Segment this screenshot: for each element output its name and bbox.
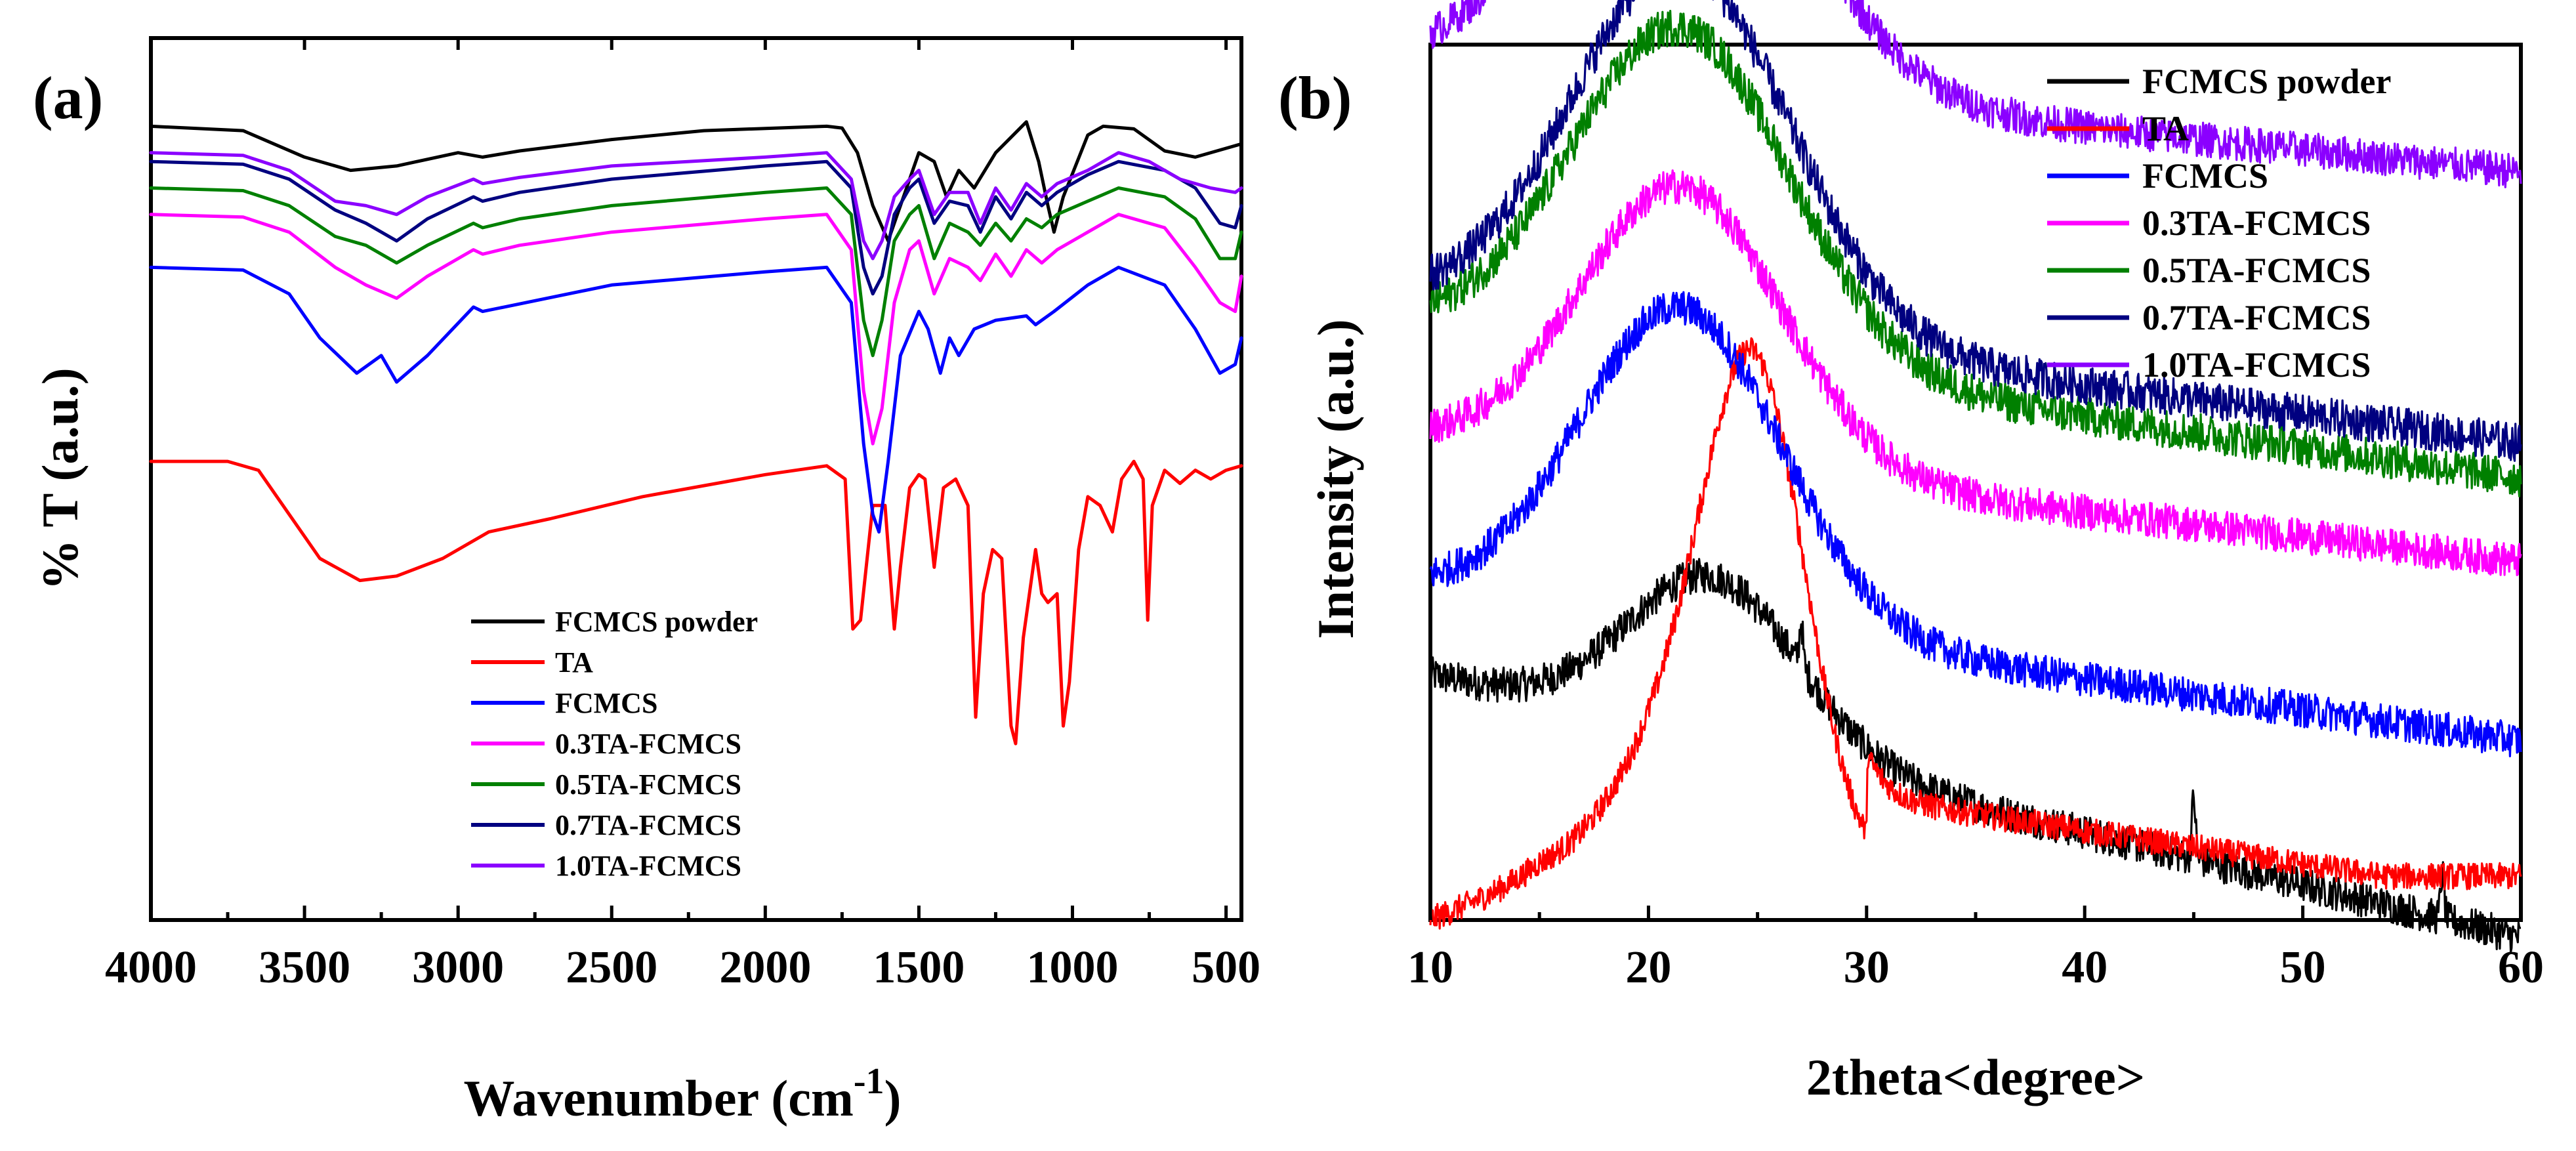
panel-b-legend-label-1-0ta-fcmcs: 1.0TA-FCMCS — [2142, 345, 2371, 385]
panel-b-x-tick-label-60: 60 — [2498, 942, 2544, 993]
panel-a-x-tick-label-4000: 4000 — [105, 942, 197, 993]
panel-a-series-0-3ta-fcmcs — [149, 213, 1243, 446]
panel-a-legend-label-0-7ta-fcmcs: 0.7TA-FCMCS — [555, 809, 741, 841]
panel-b-series-1-0ta-fcmcs — [1429, 0, 2522, 188]
panel-b-x-ticks — [1428, 906, 2523, 920]
panel-b-legend-label-fcmcs: FCMCS — [2142, 156, 2268, 196]
panel-a-x-tick-label-3500: 3500 — [259, 942, 350, 993]
panel-a-series-ta — [149, 459, 1243, 745]
panel-b-x-axis-title: 2theta<degree> — [1806, 1049, 2145, 1106]
panel-a-series-fcmcs — [149, 265, 1243, 534]
panel-a-series-fcmcs-powder — [149, 120, 1243, 243]
panel-a-y-axis-title: % T (a.u.) — [31, 367, 89, 591]
panel-a-label: (a) — [33, 64, 103, 131]
panel-b-x-tick-label-10: 10 — [1407, 942, 1453, 993]
panel-a-legend-label-fcmcs-powder: FCMCS powder — [555, 606, 758, 638]
panel-b-series-ta — [1429, 337, 2522, 930]
panel-a-x-axis-title-main: Wavenumber (cm — [464, 1070, 854, 1127]
panel-b-legend-label-fcmcs-powder: FCMCS powder — [2142, 62, 2391, 101]
panel-b-x-tick-label-20: 20 — [1625, 942, 1671, 993]
panel-b-legend-label-0-3ta-fcmcs: 0.3TA-FCMCS — [2142, 203, 2371, 243]
panel-b-series-fcmcs — [1429, 291, 2522, 758]
panel-a-x-tick-label-500: 500 — [1192, 942, 1260, 993]
panel-a-legend-label-0-3ta-fcmcs: 0.3TA-FCMCS — [555, 728, 741, 760]
panel-a-legend-label-fcmcs: FCMCS — [555, 687, 657, 719]
panel-b-legend-label-ta: TA — [2142, 109, 2189, 148]
panel-a-x-tick-label-2000: 2000 — [719, 942, 811, 993]
panel-a-x-tick-label-1000: 1000 — [1027, 942, 1119, 993]
panel-a-x-tick-label-3000: 3000 — [412, 942, 504, 993]
panel-b-series-0-7ta-fcmcs — [1429, 0, 2522, 462]
panel-a-x-tick-label-1500: 1500 — [873, 942, 965, 993]
panel-a-legend-label-ta: TA — [555, 646, 593, 679]
panel-b-legend: FCMCS powder TA FCMCS 0.3TA-FCMCS 0.5TA-FCMC… — [2047, 62, 2391, 385]
panel-a-x-ticks — [149, 38, 1228, 920]
panel-b-series-0-3ta-fcmcs — [1429, 169, 2522, 577]
panel-a-x-axis-title-close: ) — [884, 1070, 902, 1127]
panel-a-plot-frame — [149, 36, 1243, 922]
panel-b-x-tick-label-50: 50 — [2280, 942, 2326, 993]
panel-a-series-group — [149, 120, 1243, 745]
panel-b-x-tick-labels: 10 20 30 40 50 60 — [1407, 942, 2544, 993]
panel-b-x-tick-label-30: 30 — [1844, 942, 1890, 993]
panel-a-x-tick-label-2500: 2500 — [566, 942, 657, 993]
panel-b-x-tick-label-40: 40 — [2062, 942, 2108, 993]
panel-a-legend: FCMCS powder TA FCMCS 0.3TA-FCMCS 0.5TA-FCMC… — [471, 606, 758, 882]
panel-b-series-fcmcs-powder — [1429, 558, 2522, 953]
panel-a-series-1-0ta-fcmcs — [149, 151, 1243, 261]
panel-b: (b) 10 20 30 40 50 60 2theta<degree> Intensit… — [1278, 0, 2544, 1106]
panel-a-legend-label-1-0ta-fcmcs: 1.0TA-FCMCS — [555, 850, 741, 882]
panel-a: (a) 4000 3500 3000 2500 2000 1500 1000 500 Wave… — [31, 36, 1260, 1127]
panel-b-label: (b) — [1278, 64, 1352, 131]
panel-a-series-0-7ta-fcmcs — [149, 159, 1243, 296]
panel-b-series-0-5ta-fcmcs — [1429, 10, 2522, 497]
panel-b-legend-label-0-5ta-fcmcs: 0.5TA-FCMCS — [2142, 251, 2371, 290]
panel-a-x-tick-labels: 4000 3500 3000 2500 2000 1500 1000 500 — [105, 942, 1260, 993]
panel-a-series-0-5ta-fcmcs — [149, 186, 1243, 358]
panel-a-x-axis-title: Wavenumber (cm-1) — [464, 1061, 902, 1127]
panel-b-legend-label-0-7ta-fcmcs: 0.7TA-FCMCS — [2142, 298, 2371, 337]
panel-a-legend-label-0-5ta-fcmcs: 0.5TA-FCMCS — [555, 768, 741, 801]
panel-a-x-axis-title-superscript: -1 — [854, 1061, 884, 1102]
panel-b-series-group — [1429, 0, 2522, 953]
panel-b-y-axis-title: Intensity (a.u.) — [1307, 319, 1364, 639]
